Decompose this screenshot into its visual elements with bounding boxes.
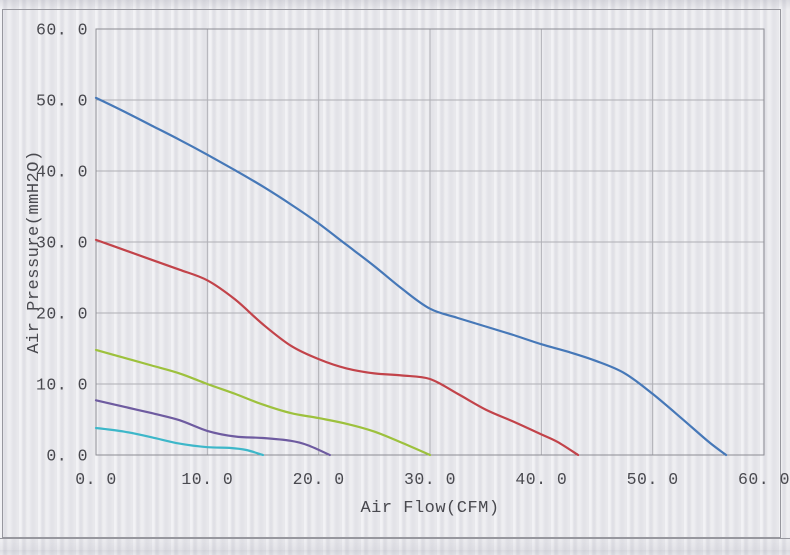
- curve-5-cyan: [94, 426, 265, 457]
- curve-series: [94, 96, 728, 457]
- y-tick-label: 30. 0: [36, 234, 88, 253]
- curve-4-purple: [94, 399, 331, 457]
- y-tick-label: 40. 0: [36, 163, 88, 182]
- x-tick-label: 0. 0: [75, 470, 117, 489]
- x-tick-label: 10. 0: [181, 470, 233, 489]
- curve-1-blue: [94, 96, 728, 457]
- y-tick-label: 20. 0: [36, 305, 88, 324]
- x-tick-label: 50. 0: [627, 470, 679, 489]
- y-axis-title: Air Pressure(mmH2O): [25, 150, 44, 353]
- x-tick-label: 30. 0: [404, 470, 456, 489]
- y-axis-tick-labels: 0. 0 10. 0 20. 0 30. 0 40. 0 50. 0 60. 0: [36, 21, 88, 466]
- x-tick-label: 40. 0: [515, 470, 567, 489]
- outer-frame: [2, 9, 781, 538]
- y-tick-label: 60. 0: [36, 21, 88, 40]
- y-tick-label: 0. 0: [46, 447, 88, 466]
- gridlines: [95, 28, 765, 456]
- curve-2-red: [94, 238, 580, 457]
- curve-3-green: [94, 348, 432, 457]
- x-axis-tick-labels: 0. 0 10. 0 20. 0 30. 0 40. 0 50. 0 60. 0: [75, 470, 790, 489]
- y-tick-label: 50. 0: [36, 92, 88, 111]
- x-tick-label: 60. 0: [738, 470, 790, 489]
- x-axis-title: Air Flow(CFM): [360, 499, 499, 518]
- x-tick-label: 20. 0: [293, 470, 345, 489]
- y-tick-label: 10. 0: [36, 376, 88, 395]
